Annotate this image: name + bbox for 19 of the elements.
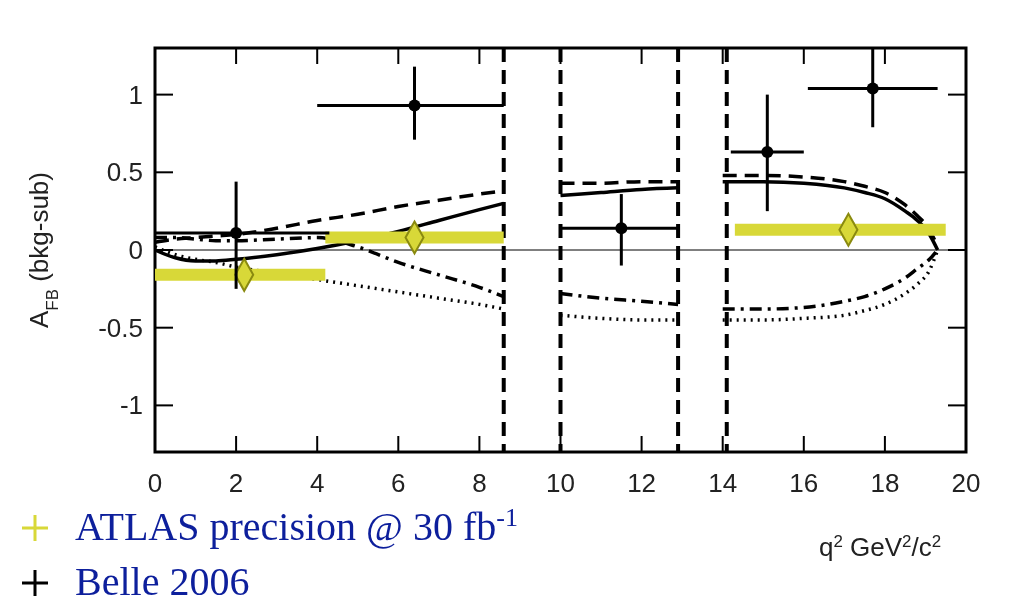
legend-label: ATLAS precision @ 30 fb$^{-1}$ bbox=[75, 502, 518, 549]
x-tick-label: 8 bbox=[472, 468, 487, 498]
y-tick-label: -1 bbox=[119, 390, 143, 421]
x-tick-label: 10 bbox=[546, 468, 575, 498]
y-tick-label: 0.5 bbox=[106, 157, 143, 188]
x-tick-label: 12 bbox=[627, 468, 657, 498]
legend-label: Belle 2006 bbox=[75, 559, 250, 604]
x-tick-label: 2 bbox=[228, 468, 244, 498]
y-tick-label: 1 bbox=[128, 79, 143, 110]
x-tick-label: 0 bbox=[147, 468, 163, 498]
y-tick-label: 0 bbox=[128, 235, 143, 265]
x-axis-title: q$^{2}$ GeV$^{2}$/c$^{2}$ bbox=[818, 531, 942, 562]
x-tick-label: 6 bbox=[391, 468, 406, 498]
x-tick-label: 14 bbox=[708, 468, 738, 498]
x-tick-label: 18 bbox=[870, 468, 900, 498]
y-tick-label: -0.5 bbox=[98, 312, 143, 343]
x-tick-label: 20 bbox=[951, 468, 981, 498]
x-tick-label: 4 bbox=[309, 468, 325, 498]
x-tick-label: 16 bbox=[789, 468, 819, 498]
